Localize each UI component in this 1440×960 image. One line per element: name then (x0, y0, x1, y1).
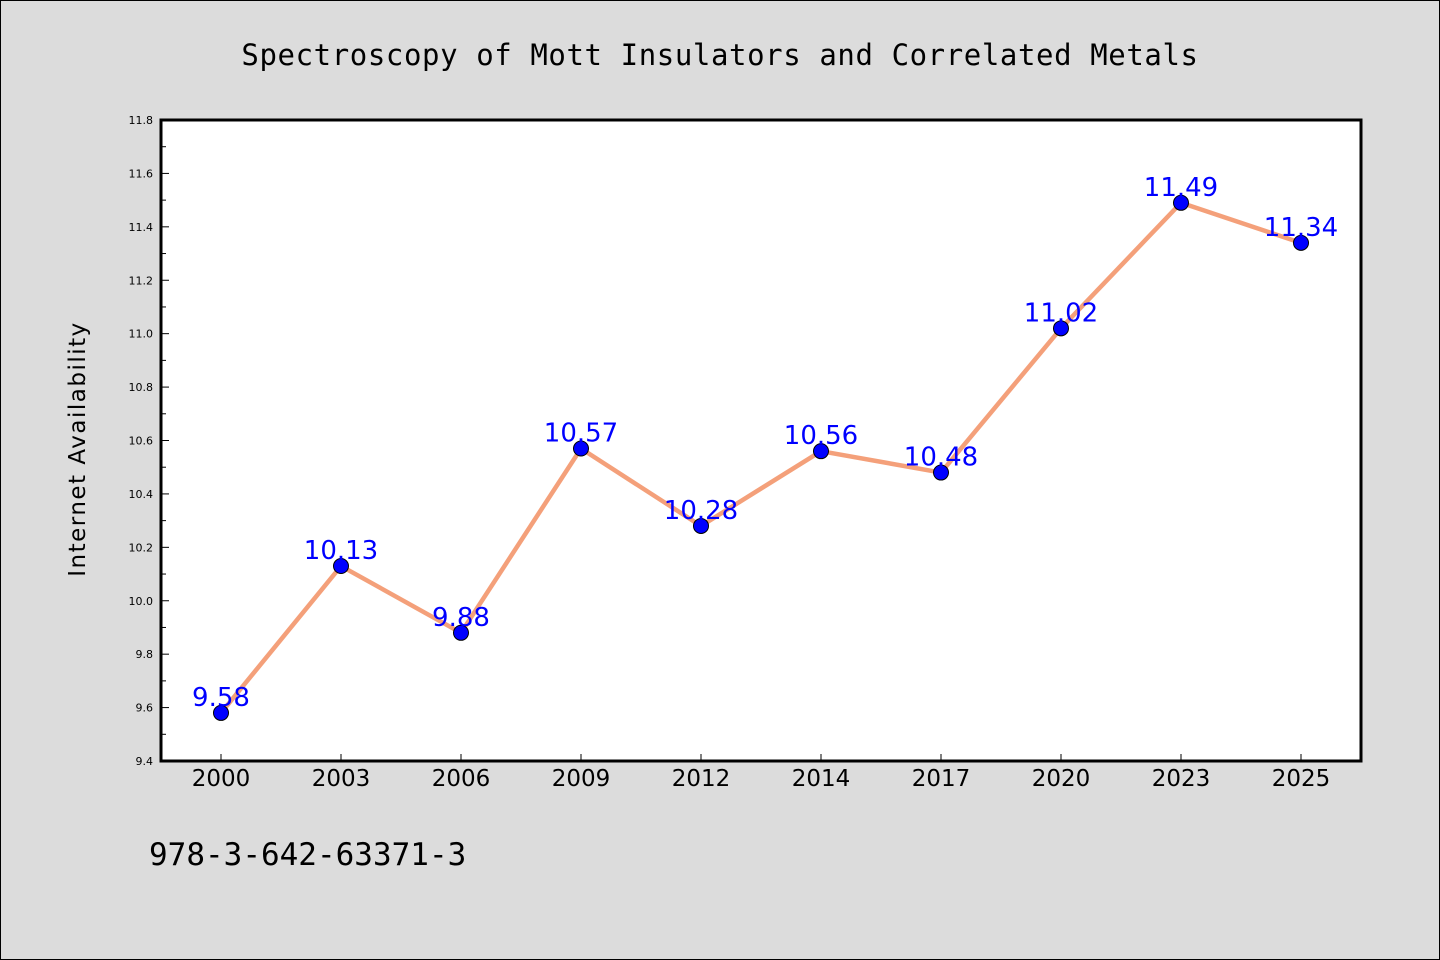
x-tick-label: 2020 (1032, 766, 1091, 792)
y-tick-label: 10.2 (129, 541, 154, 554)
data-label: 11.49 (1144, 173, 1218, 203)
y-tick-label: 11.2 (129, 274, 154, 287)
data-label: 10.48 (904, 443, 978, 473)
y-tick-label: 10.8 (129, 381, 154, 394)
y-tick-label: 11.6 (129, 167, 154, 180)
data-label: 9.58 (192, 683, 250, 713)
y-tick-label: 11.8 (129, 114, 154, 127)
y-tick-label: 9.8 (136, 648, 154, 661)
x-tick-label: 2025 (1272, 766, 1331, 792)
x-axis: 2000 2003 2006 2009 2012 2014 2017 2020 2023 2025 (192, 754, 1331, 792)
isbn-text: 978-3-642-63371-3 (149, 837, 466, 873)
x-tick-label: 2009 (552, 766, 611, 792)
y-tick-label: 10.6 (129, 435, 154, 448)
y-tick-label: 10.4 (129, 488, 154, 501)
data-label: 11.02 (1024, 298, 1098, 328)
plot-area (159, 118, 1363, 763)
series-line (218, 200, 1304, 716)
x-tick-label: 2003 (312, 766, 371, 792)
data-point (1293, 234, 1309, 251)
data-point (813, 443, 829, 460)
data-point (453, 624, 469, 641)
y-tick-label: 9.4 (136, 755, 154, 768)
data-label: 10.57 (544, 419, 618, 449)
data-point (573, 440, 589, 457)
y-axis-label: Internet Availability (65, 321, 91, 577)
data-point (933, 464, 949, 481)
data-label: 10.56 (784, 421, 858, 451)
x-tick-label: 2000 (192, 766, 251, 792)
y-axis: 9.4 9.6 9.8 10.0 10.2 10.4 10.6 10.8 11.0 11.2 11.… (129, 114, 169, 768)
data-series: 9.58 10.13 9.88 10.57 10.28 10.56 10.48 11.02 11… (192, 173, 1338, 721)
y-tick-label: 9.6 (136, 702, 154, 715)
x-tick-label: 2017 (912, 766, 971, 792)
x-tick-label: 2006 (432, 766, 491, 792)
data-point (213, 704, 229, 721)
data-label: 10.28 (664, 496, 738, 526)
x-tick-label: 2023 (1152, 766, 1211, 792)
data-point (693, 517, 709, 534)
data-label: 11.34 (1264, 213, 1338, 243)
y-tick-label: 11.0 (129, 328, 154, 341)
x-tick-label: 2012 (672, 766, 731, 792)
data-point (333, 558, 349, 575)
data-label: 9.88 (432, 603, 490, 633)
y-tick-label: 10.0 (129, 595, 154, 608)
data-point (1053, 320, 1069, 337)
data-label: 10.13 (304, 536, 378, 566)
data-point (1173, 194, 1189, 211)
chart-title: Spectroscopy of Mott Insulators and Corr… (241, 38, 1198, 72)
y-tick-label: 11.4 (129, 221, 154, 234)
x-tick-label: 2014 (792, 766, 851, 792)
